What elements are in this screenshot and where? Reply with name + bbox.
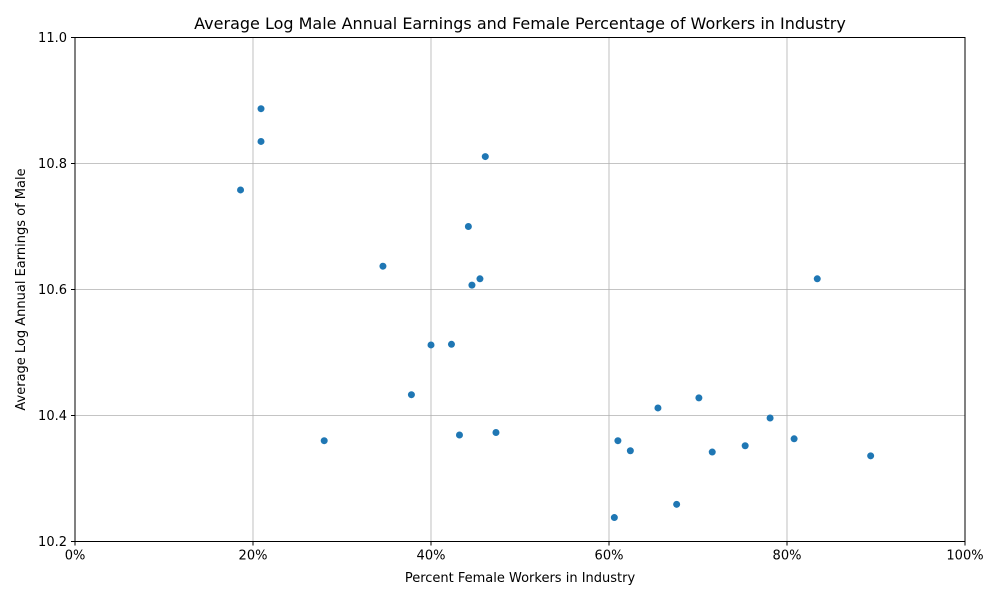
data-point: [237, 186, 245, 194]
data-point: [741, 442, 749, 450]
data-point: [407, 391, 415, 399]
data-point: [464, 223, 472, 230]
y-tick-label: 10.6: [38, 283, 67, 298]
x-tick-label: 100%: [946, 549, 983, 564]
x-tick-label: 0%: [65, 549, 86, 564]
data-point: [813, 275, 821, 283]
data-point: [320, 437, 328, 445]
x-axis-ticks: 0% 20% 40% 60% 80% 100%: [65, 541, 984, 564]
data-point: [790, 435, 798, 443]
data-point: [673, 500, 681, 508]
data-point: [610, 514, 618, 522]
data-point: [708, 448, 716, 456]
data-point: [654, 404, 662, 412]
y-tick-label: 10.2: [38, 535, 67, 550]
y-tick-label: 10.8: [38, 157, 67, 172]
x-axis-label: Percent Female Workers in Industry: [405, 571, 636, 586]
data-point: [257, 137, 265, 145]
data-point: [492, 429, 500, 437]
data-point: [257, 105, 265, 113]
data-point: [614, 437, 622, 445]
grid-lines: [74, 37, 966, 542]
data-point: [695, 394, 703, 402]
data-point: [626, 447, 634, 455]
data-point: [427, 341, 435, 349]
data-point: [766, 414, 774, 422]
data-point: [867, 452, 875, 460]
data-points: [237, 105, 875, 522]
x-tick-label: 40%: [417, 549, 446, 564]
data-point: [481, 153, 489, 161]
data-point: [455, 431, 463, 439]
data-point: [379, 262, 387, 270]
x-tick-label: 20%: [239, 549, 268, 564]
chart-title: Average Log Male Annual Earnings and Fem…: [194, 14, 846, 33]
data-point: [476, 275, 484, 283]
y-tick-label: 10.4: [38, 409, 67, 424]
x-tick-label: 80%: [773, 549, 802, 564]
data-point: [447, 340, 455, 348]
y-axis-ticks: 10.2 10.4 10.6 10.8 11.0: [38, 31, 75, 550]
y-axis-label: Average Log Annual Earnings of Male: [14, 168, 29, 410]
data-point: [468, 281, 476, 289]
x-tick-label: 60%: [595, 549, 624, 564]
y-tick-label: 11.0: [38, 31, 67, 46]
